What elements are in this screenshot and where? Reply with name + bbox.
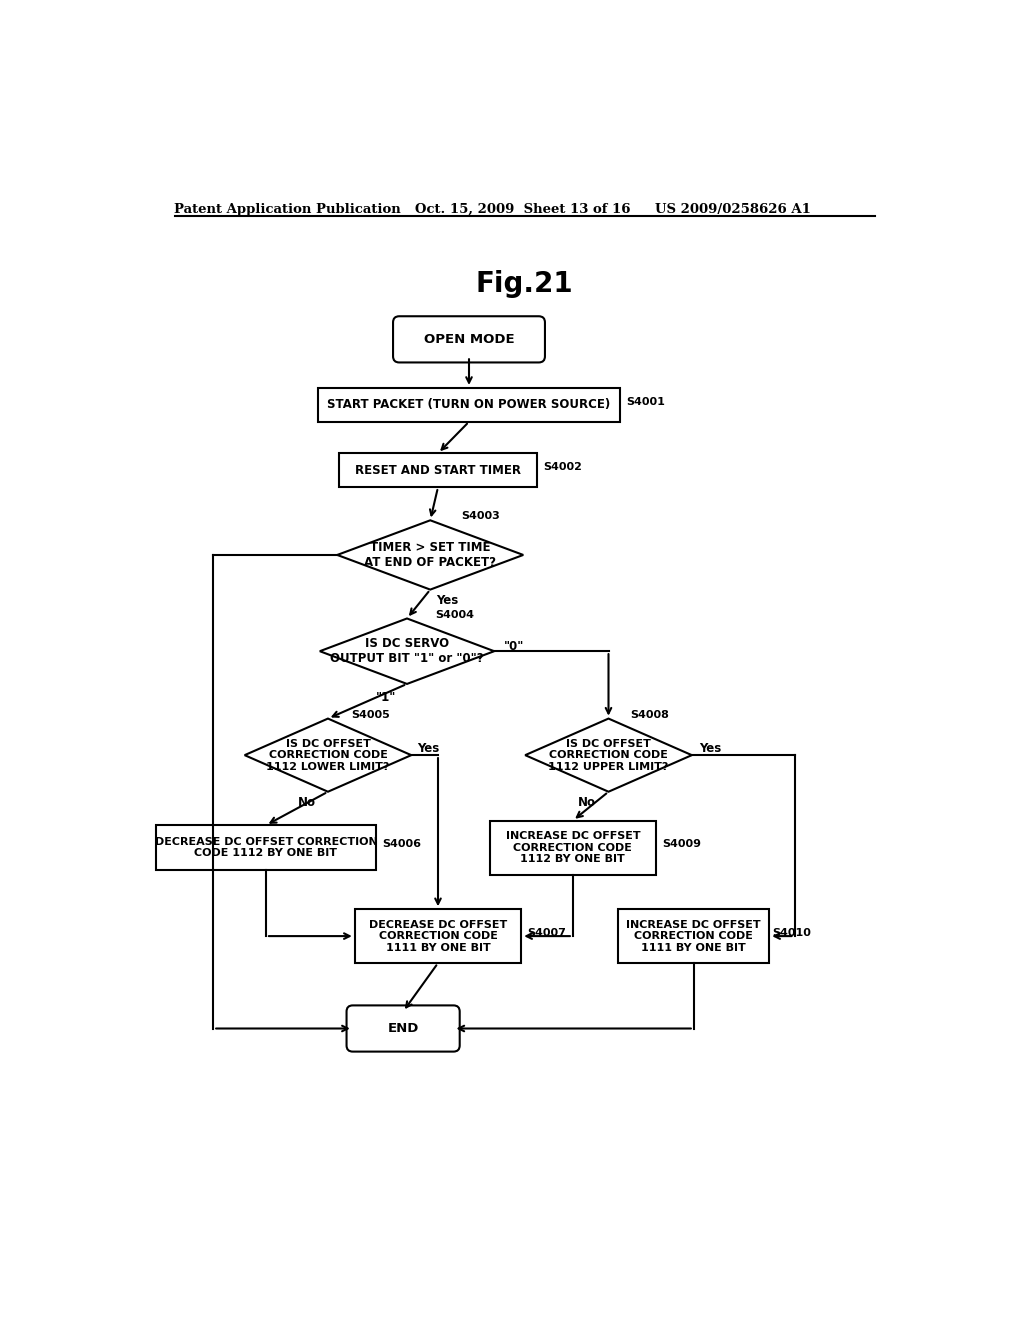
Text: US 2009/0258626 A1: US 2009/0258626 A1 — [655, 203, 811, 216]
Text: S4003: S4003 — [461, 511, 500, 520]
Text: Oct. 15, 2009  Sheet 13 of 16: Oct. 15, 2009 Sheet 13 of 16 — [415, 203, 630, 216]
Text: S4007: S4007 — [527, 928, 566, 939]
Text: INCREASE DC OFFSET
CORRECTION CODE
1112 BY ONE BIT: INCREASE DC OFFSET CORRECTION CODE 1112 … — [506, 832, 640, 865]
Text: Patent Application Publication: Patent Application Publication — [174, 203, 401, 216]
Text: "1": "1" — [376, 692, 396, 705]
Text: S4009: S4009 — [663, 840, 701, 850]
Text: IS DC OFFSET
CORRECTION CODE
1112 UPPER LIMIT?: IS DC OFFSET CORRECTION CODE 1112 UPPER … — [548, 739, 669, 772]
Text: IS DC OFFSET
CORRECTION CODE
1112 LOWER LIMIT?: IS DC OFFSET CORRECTION CODE 1112 LOWER … — [266, 739, 390, 772]
Text: No: No — [579, 796, 596, 809]
Text: S4006: S4006 — [383, 840, 422, 850]
Text: TIMER > SET TIME
AT END OF PACKET?: TIMER > SET TIME AT END OF PACKET? — [365, 541, 497, 569]
Text: Yes: Yes — [699, 742, 722, 755]
Bar — [489, 821, 656, 874]
Text: S4010: S4010 — [772, 928, 811, 939]
Text: DECREASE DC OFFSET CORRECTION
CODE 1112 BY ONE BIT: DECREASE DC OFFSET CORRECTION CODE 1112 … — [155, 837, 377, 858]
Text: S4004: S4004 — [435, 610, 474, 620]
Text: INCREASE DC OFFSET
CORRECTION CODE
1111 BY ONE BIT: INCREASE DC OFFSET CORRECTION CODE 1111 … — [627, 920, 761, 953]
Text: Yes: Yes — [436, 594, 459, 607]
Text: RESET AND START TIMER: RESET AND START TIMER — [355, 463, 521, 477]
Text: Fig.21: Fig.21 — [476, 271, 573, 298]
Text: S4005: S4005 — [351, 710, 390, 721]
Text: END: END — [387, 1022, 419, 1035]
Bar — [354, 909, 521, 964]
Bar — [618, 909, 769, 964]
Text: OPEN MODE: OPEN MODE — [424, 333, 514, 346]
Text: Yes: Yes — [418, 742, 439, 755]
Text: S4008: S4008 — [630, 710, 669, 721]
Bar — [156, 825, 377, 870]
Text: "0": "0" — [504, 640, 524, 653]
Text: IS DC SERVO
OUTPUT BIT "1" or "0"?: IS DC SERVO OUTPUT BIT "1" or "0"? — [330, 638, 483, 665]
Text: START PACKET (TURN ON POWER SOURCE): START PACKET (TURN ON POWER SOURCE) — [328, 399, 610, 412]
Text: S4002: S4002 — [543, 462, 582, 473]
Text: No: No — [298, 796, 315, 809]
Bar — [339, 453, 537, 487]
Text: DECREASE DC OFFSET
CORRECTION CODE
1111 BY ONE BIT: DECREASE DC OFFSET CORRECTION CODE 1111 … — [369, 920, 507, 953]
Text: S4001: S4001 — [627, 397, 666, 407]
Bar — [317, 388, 621, 422]
